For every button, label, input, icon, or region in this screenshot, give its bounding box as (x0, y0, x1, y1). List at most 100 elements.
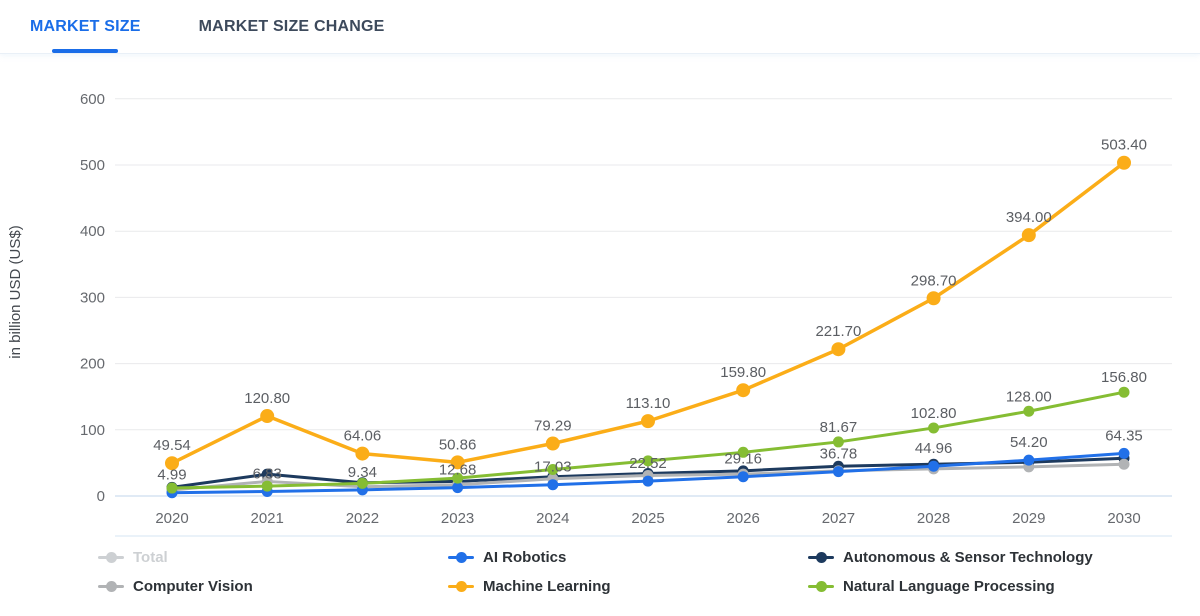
data-label: 44.96 (915, 440, 953, 457)
data-label: 394.00 (1006, 209, 1052, 226)
data-point[interactable] (1118, 458, 1130, 470)
data-label: 79.29 (534, 418, 572, 435)
data-label: 17.03 (534, 459, 572, 476)
data-label: 113.10 (626, 395, 671, 412)
data-point[interactable] (1023, 405, 1035, 417)
legend-label: Computer Vision (133, 577, 253, 595)
legend-item-autonomous-sensor-technology[interactable]: Autonomous & Sensor Technology (808, 546, 1178, 568)
data-point[interactable] (452, 472, 464, 484)
legend-marker-icon (808, 551, 834, 563)
data-point[interactable] (642, 455, 654, 467)
data-point[interactable] (737, 446, 749, 458)
legend-marker-icon (98, 580, 124, 592)
data-label: 22.52 (629, 455, 667, 472)
data-label: 120.80 (244, 390, 290, 407)
x-tick-label: 2024 (536, 510, 569, 527)
data-point[interactable] (260, 409, 275, 424)
legend-item-ai-robotics[interactable]: AI Robotics (448, 546, 808, 568)
legend-label: Natural Language Processing (843, 577, 1055, 595)
legend-item-machine-learning[interactable]: Machine Learning (448, 575, 808, 597)
legend-label: Autonomous & Sensor Technology (843, 548, 1093, 566)
legend-item-natural-language-processing[interactable]: Natural Language Processing (808, 575, 1178, 597)
data-point[interactable] (1117, 155, 1131, 170)
x-tick-label: 2026 (727, 510, 760, 527)
chart-legend: Total AI Robotics Autonomous & Sensor Te… (98, 546, 1178, 597)
legend-label: Total (133, 548, 168, 566)
data-label: 36.78 (820, 446, 858, 463)
data-label: 9.34 (348, 464, 377, 481)
data-point[interactable] (736, 383, 751, 398)
data-label: 49.54 (153, 437, 191, 454)
x-tick-label: 2028 (917, 510, 950, 527)
legend-label: AI Robotics (483, 548, 567, 566)
tab-market-size-change[interactable]: MARKET SIZE CHANGE (199, 0, 385, 53)
data-point[interactable] (737, 471, 749, 483)
legend-item-computer-vision[interactable]: Computer Vision (98, 575, 448, 597)
data-point[interactable] (926, 291, 941, 306)
data-label: 64.06 (344, 428, 382, 445)
data-point[interactable] (642, 475, 654, 487)
active-tab-underline (52, 49, 119, 53)
data-point[interactable] (355, 446, 370, 461)
series-natural-language-processing (166, 386, 1130, 494)
data-point[interactable] (641, 414, 655, 429)
data-point[interactable] (831, 342, 846, 357)
legend-marker-icon (448, 580, 474, 592)
data-label: 503.40 (1101, 137, 1147, 154)
x-tick-label: 2023 (441, 510, 474, 527)
y-tick-label: 200 (80, 356, 105, 373)
data-label: 221.70 (815, 323, 861, 340)
data-point[interactable] (928, 422, 940, 434)
data-point[interactable] (166, 482, 178, 494)
data-point[interactable] (1021, 228, 1036, 243)
legend-marker-icon (808, 580, 834, 592)
x-tick-label: 2022 (346, 510, 379, 527)
data-point[interactable] (1023, 454, 1035, 466)
data-point[interactable] (450, 455, 465, 470)
x-tick-label: 2025 (631, 510, 664, 527)
data-label: 4.99 (157, 467, 186, 484)
data-point[interactable] (547, 464, 559, 476)
legend-marker-icon (448, 551, 474, 563)
x-tick-label: 2029 (1012, 510, 1045, 527)
x-tick-label: 2030 (1107, 510, 1140, 527)
y-axis-title: in billion USD (US$) (7, 225, 24, 359)
data-point[interactable] (1118, 386, 1130, 398)
y-tick-label: 0 (97, 488, 105, 505)
data-point[interactable] (452, 482, 464, 494)
legend-item-total[interactable]: Total (98, 546, 448, 568)
data-point[interactable] (928, 460, 940, 472)
data-label: 6.83 (253, 465, 282, 482)
data-point[interactable] (165, 456, 179, 471)
y-tick-label: 600 (80, 91, 105, 108)
x-tick-label: 2021 (251, 510, 284, 527)
data-label: 298.70 (911, 272, 957, 289)
data-label: 50.86 (439, 436, 477, 453)
tab-label: MARKET SIZE (30, 17, 141, 35)
data-point[interactable] (1118, 447, 1130, 459)
data-label: 81.67 (820, 419, 858, 436)
data-label: 64.35 (1105, 427, 1143, 444)
series-machine-learning (165, 155, 1131, 471)
data-label: 29.16 (724, 451, 762, 468)
y-tick-label: 400 (80, 223, 105, 240)
y-tick-label: 500 (80, 157, 105, 174)
y-tick-label: 300 (80, 289, 105, 306)
data-label: 102.80 (911, 405, 957, 422)
data-label: 156.80 (1101, 369, 1147, 386)
data-point[interactable] (832, 466, 844, 478)
legend-label: Machine Learning (483, 577, 611, 595)
tab-bar: MARKET SIZE MARKET SIZE CHANGE (0, 0, 1200, 54)
x-tick-label: 2020 (155, 510, 188, 527)
data-point[interactable] (261, 480, 273, 492)
data-label: 12.68 (439, 462, 477, 479)
tab-market-size[interactable]: MARKET SIZE (30, 0, 141, 53)
y-tick-label: 100 (80, 422, 105, 439)
data-point[interactable] (545, 436, 560, 451)
data-point[interactable] (547, 479, 559, 491)
legend-marker-icon (98, 551, 124, 563)
data-point[interactable] (356, 477, 368, 489)
data-label: 54.20 (1010, 434, 1048, 451)
data-point[interactable] (832, 436, 844, 448)
